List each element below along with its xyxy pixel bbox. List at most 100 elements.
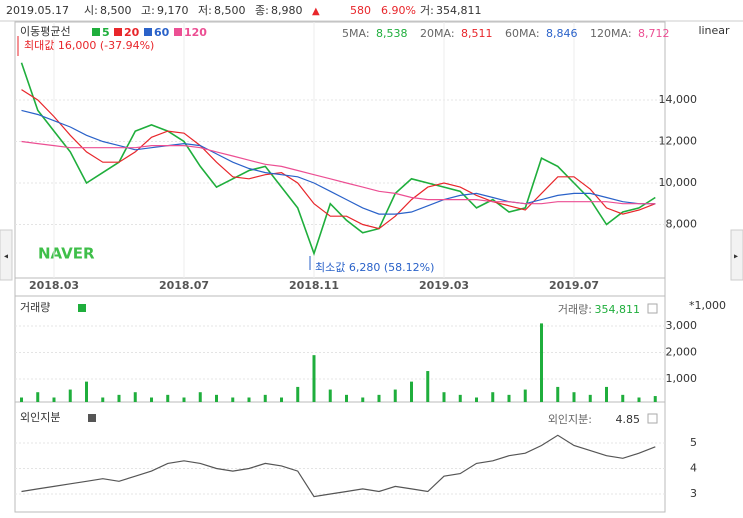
- legend-swatch: [144, 28, 152, 36]
- volume-bar: [377, 394, 381, 402]
- x-tick-label: 2019.03: [419, 279, 469, 292]
- volume-bar: [182, 397, 186, 402]
- label: 20MA:: [420, 27, 455, 40]
- volume-bar: [410, 381, 413, 402]
- label: 최소값 6,280 (58.12%): [315, 261, 434, 274]
- legend-swatch: [114, 28, 122, 36]
- volume-bar: [263, 394, 267, 402]
- legend-swatch: [88, 414, 96, 422]
- y-tick-label: 4: [690, 461, 697, 474]
- volume-bar: [280, 397, 283, 402]
- label: 8,511: [461, 27, 493, 40]
- scroll-left[interactable]: [0, 229, 13, 281]
- volume-bar: [166, 394, 170, 402]
- label: 외인지분:: [548, 413, 592, 426]
- label: 120: [184, 26, 207, 39]
- volume-bar: [426, 371, 430, 402]
- volume-bar: [653, 396, 657, 402]
- volume-panel: [14, 295, 666, 403]
- label: 354,811: [436, 4, 482, 17]
- y-tick-label: 12,000: [659, 134, 698, 147]
- arrow-icon: ◂: [4, 252, 8, 261]
- volume-bar: [540, 323, 543, 402]
- volume-bar: [101, 397, 105, 402]
- label: 저:: [198, 4, 212, 17]
- label: 120MA:: [590, 27, 632, 40]
- label: 580: [350, 4, 371, 17]
- volume-bar: [556, 386, 560, 402]
- volume-bar: [215, 394, 218, 402]
- label: 종:: [255, 4, 269, 17]
- line-series: [20, 62, 656, 256]
- volume-bar: [296, 386, 300, 402]
- volume-bar: [393, 389, 397, 402]
- label: 60MA:: [505, 27, 540, 40]
- label: 거래량: [20, 301, 50, 314]
- scroll-right[interactable]: [730, 229, 743, 281]
- line-series: [21, 89, 656, 230]
- line-series: [21, 140, 656, 205]
- close-button[interactable]: [647, 413, 658, 424]
- x-tick-label: 2018.07: [159, 279, 209, 292]
- volume-bar: [361, 397, 365, 402]
- volume-bar: [117, 394, 121, 402]
- volume-bar: [68, 389, 72, 402]
- label: 고:: [141, 4, 155, 17]
- volume-bar: [442, 392, 446, 402]
- volume-bar: [637, 397, 641, 402]
- volume-bar: [345, 394, 348, 402]
- volume-bar: [198, 392, 202, 402]
- volume-bar: [247, 397, 251, 402]
- label: 8,500: [214, 4, 246, 17]
- volume-bar: [475, 397, 478, 402]
- x-tick-label: 2019.07: [549, 279, 599, 292]
- label: *1,000: [689, 299, 726, 312]
- label: 9,170: [157, 4, 189, 17]
- y-tick-label: 10,000: [659, 176, 698, 189]
- label: 5MA:: [342, 27, 370, 40]
- legend-swatch: [92, 28, 100, 36]
- y-tick-label: 8,000: [666, 217, 698, 230]
- volume-bar: [588, 394, 592, 402]
- y-tick-label: 5: [690, 436, 697, 449]
- volume-bar: [312, 355, 316, 402]
- volume-bar: [20, 397, 23, 402]
- scale-label: linear: [698, 24, 730, 37]
- volume-bar: [133, 392, 137, 402]
- line-series: [21, 434, 656, 498]
- label: 최대값 16,000 (-37.94%): [24, 39, 154, 52]
- watermark: NAVER: [38, 245, 95, 263]
- label: 8,846: [546, 27, 578, 40]
- label: 8,500: [100, 4, 132, 17]
- x-tick-label: 2018.03: [29, 279, 79, 292]
- volume-bar: [328, 389, 332, 402]
- label: 거래량:: [558, 303, 592, 316]
- volume-bar: [507, 394, 511, 402]
- label: 8,712: [638, 27, 670, 40]
- volume-bar: [605, 386, 608, 402]
- volume-bar: [491, 392, 495, 402]
- label: 8,980: [271, 4, 303, 17]
- volume-bar: [150, 397, 153, 402]
- y-tick-label: 1,000: [666, 372, 698, 385]
- label: 2019.05.17: [6, 4, 69, 17]
- volume-bar: [36, 392, 40, 402]
- label: 60: [154, 26, 170, 39]
- label: 20: [124, 26, 140, 39]
- label: 8,538: [376, 27, 408, 40]
- volume-bar: [458, 394, 462, 402]
- price-panel: [14, 21, 666, 297]
- volume-bar: [85, 381, 88, 402]
- y-tick-label: 14,000: [659, 93, 698, 106]
- label: 5: [102, 26, 110, 39]
- volume-bar: [523, 389, 527, 402]
- label: 시:: [84, 4, 98, 17]
- x-tick-label: 2018.11: [289, 279, 339, 292]
- arrow-icon: ▸: [734, 252, 738, 261]
- label: 외인지분: [20, 411, 60, 424]
- y-tick-label: 3: [690, 487, 697, 500]
- close-button[interactable]: [647, 303, 658, 314]
- volume-bar: [621, 394, 625, 402]
- y-tick-label: 3,000: [666, 319, 698, 332]
